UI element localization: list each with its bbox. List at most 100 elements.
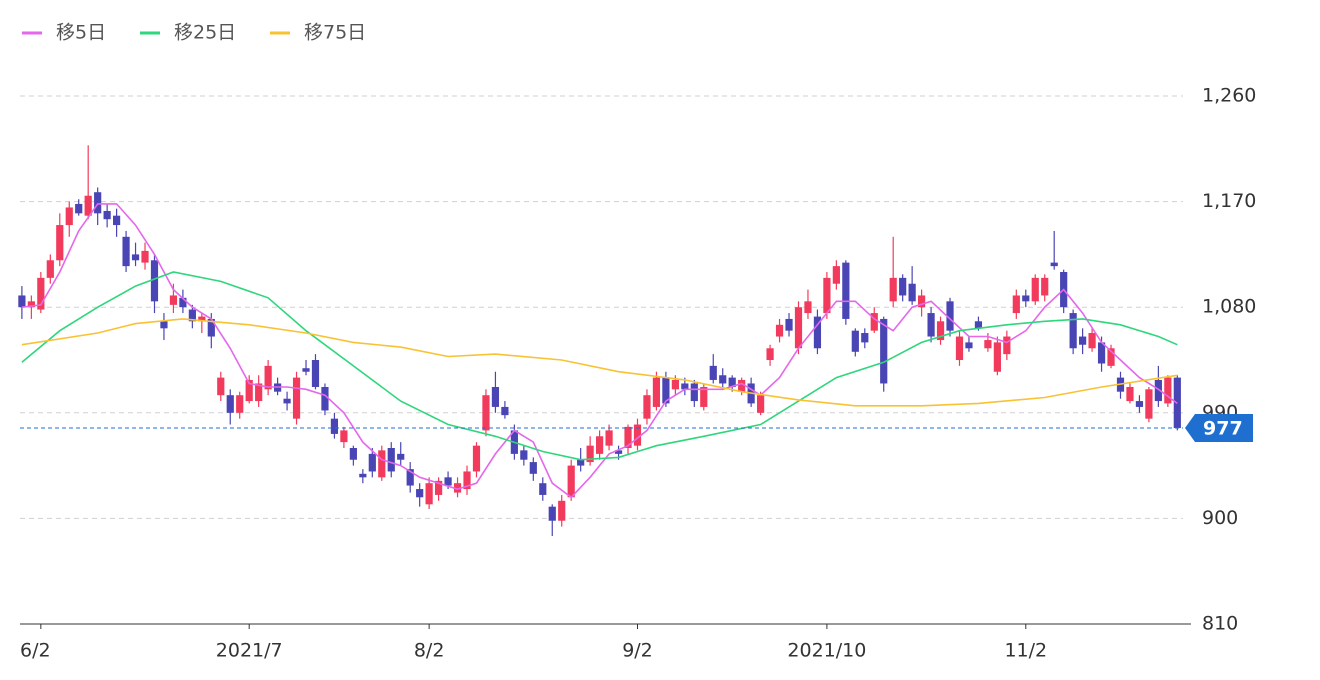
candle-body — [491, 386, 500, 407]
candle-body — [1041, 277, 1049, 296]
candle-body — [321, 386, 329, 411]
candle-body — [217, 377, 225, 396]
candle-body — [122, 236, 130, 267]
candle-body — [416, 489, 424, 498]
candle-body — [889, 277, 897, 302]
candle-body — [1097, 342, 1106, 364]
candle-body — [955, 336, 964, 360]
candle-body — [368, 453, 376, 472]
candle-body — [605, 430, 613, 446]
candle-body — [690, 383, 698, 402]
y-tick-label: 1,080 — [1202, 296, 1256, 318]
candle-body — [453, 483, 462, 493]
candle-body — [681, 383, 689, 390]
x-tick-label: 2021/7 — [216, 640, 283, 662]
candle-body — [198, 316, 206, 322]
candle-body — [870, 313, 878, 331]
candle-body — [700, 386, 708, 407]
candle-body — [775, 324, 784, 337]
candle-body — [1022, 295, 1030, 302]
candle-body — [596, 436, 604, 454]
candle-body — [501, 406, 509, 416]
candle-body — [283, 398, 291, 404]
candle-body — [529, 462, 537, 474]
candle-body — [1164, 377, 1172, 404]
candle-body — [984, 340, 992, 349]
candle-body — [899, 277, 907, 296]
candle-body — [435, 480, 443, 495]
candle-body — [18, 295, 26, 308]
candle-body — [387, 448, 395, 472]
candle-body — [406, 469, 414, 486]
candle-body — [1154, 379, 1162, 402]
candle-body — [463, 471, 471, 490]
x-tick-label: 8/2 — [414, 640, 445, 662]
candle-body — [65, 207, 73, 226]
candle-body — [37, 277, 45, 310]
candle-body — [311, 360, 320, 387]
candle-body — [1107, 348, 1115, 366]
candle-body — [804, 301, 812, 314]
candle-body — [539, 483, 547, 495]
candle-body — [255, 383, 263, 402]
candle-body — [520, 450, 528, 460]
candle-body — [359, 473, 367, 478]
candle-body — [936, 321, 945, 341]
candle-body — [643, 395, 651, 419]
candle-body — [349, 448, 357, 460]
candle-body — [851, 330, 859, 352]
legend-label: 移25日 — [174, 22, 236, 44]
candle-body — [1069, 313, 1077, 349]
candle-body — [993, 342, 1001, 372]
candle-body — [633, 424, 642, 446]
candle-body — [1031, 277, 1039, 302]
candle-body — [794, 307, 803, 349]
candle-body — [918, 295, 926, 308]
candle-body — [842, 262, 850, 319]
candle-body — [1145, 389, 1153, 419]
candle-body — [472, 445, 481, 472]
last-price-flag — [1185, 414, 1253, 443]
candle-body — [908, 283, 916, 302]
candle-body — [719, 375, 727, 384]
candle-body — [94, 192, 102, 214]
candle-body — [397, 453, 405, 460]
candle-body — [302, 368, 310, 372]
legend: 移5日 移25日 移75日 — [22, 22, 366, 44]
x-tick-label: 11/2 — [1004, 640, 1047, 662]
candle-body — [482, 395, 490, 431]
candle-body — [671, 379, 679, 390]
candle-body — [965, 342, 973, 349]
candle-body — [1012, 295, 1020, 314]
candle-body — [880, 318, 888, 384]
candle-body — [113, 215, 121, 226]
candle-body — [425, 483, 433, 505]
candle-body — [1088, 333, 1096, 349]
candle-body — [1003, 336, 1011, 355]
y-tick-label: 1,260 — [1202, 85, 1256, 107]
candle-body — [624, 426, 632, 448]
x-tick-label: 6/2 — [20, 640, 51, 662]
candle-body — [226, 395, 234, 413]
candle-body — [292, 377, 301, 419]
candle-body — [84, 195, 92, 216]
candle-body — [766, 348, 774, 360]
candle-body — [652, 377, 661, 407]
candle-body — [46, 260, 54, 278]
candle-body — [75, 203, 83, 214]
y-tick-label: 810 — [1202, 613, 1238, 635]
candle-body — [823, 277, 831, 314]
candle-body — [188, 309, 196, 322]
candle-body — [330, 418, 339, 434]
candle-body — [264, 365, 272, 390]
candle-body — [1079, 336, 1087, 345]
candle-body — [1126, 386, 1134, 402]
candle-body — [558, 500, 566, 521]
y-tick-label: 900 — [1202, 507, 1238, 529]
candle-body — [861, 333, 869, 343]
candle-body — [150, 260, 159, 302]
candle-body — [548, 506, 556, 521]
x-tick-label: 2021/10 — [787, 640, 866, 662]
candle-body — [56, 225, 64, 261]
